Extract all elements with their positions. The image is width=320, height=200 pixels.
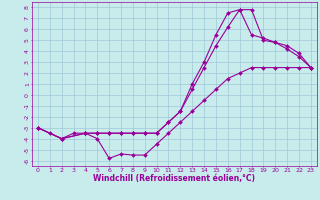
X-axis label: Windchill (Refroidissement éolien,°C): Windchill (Refroidissement éolien,°C) bbox=[93, 174, 255, 183]
